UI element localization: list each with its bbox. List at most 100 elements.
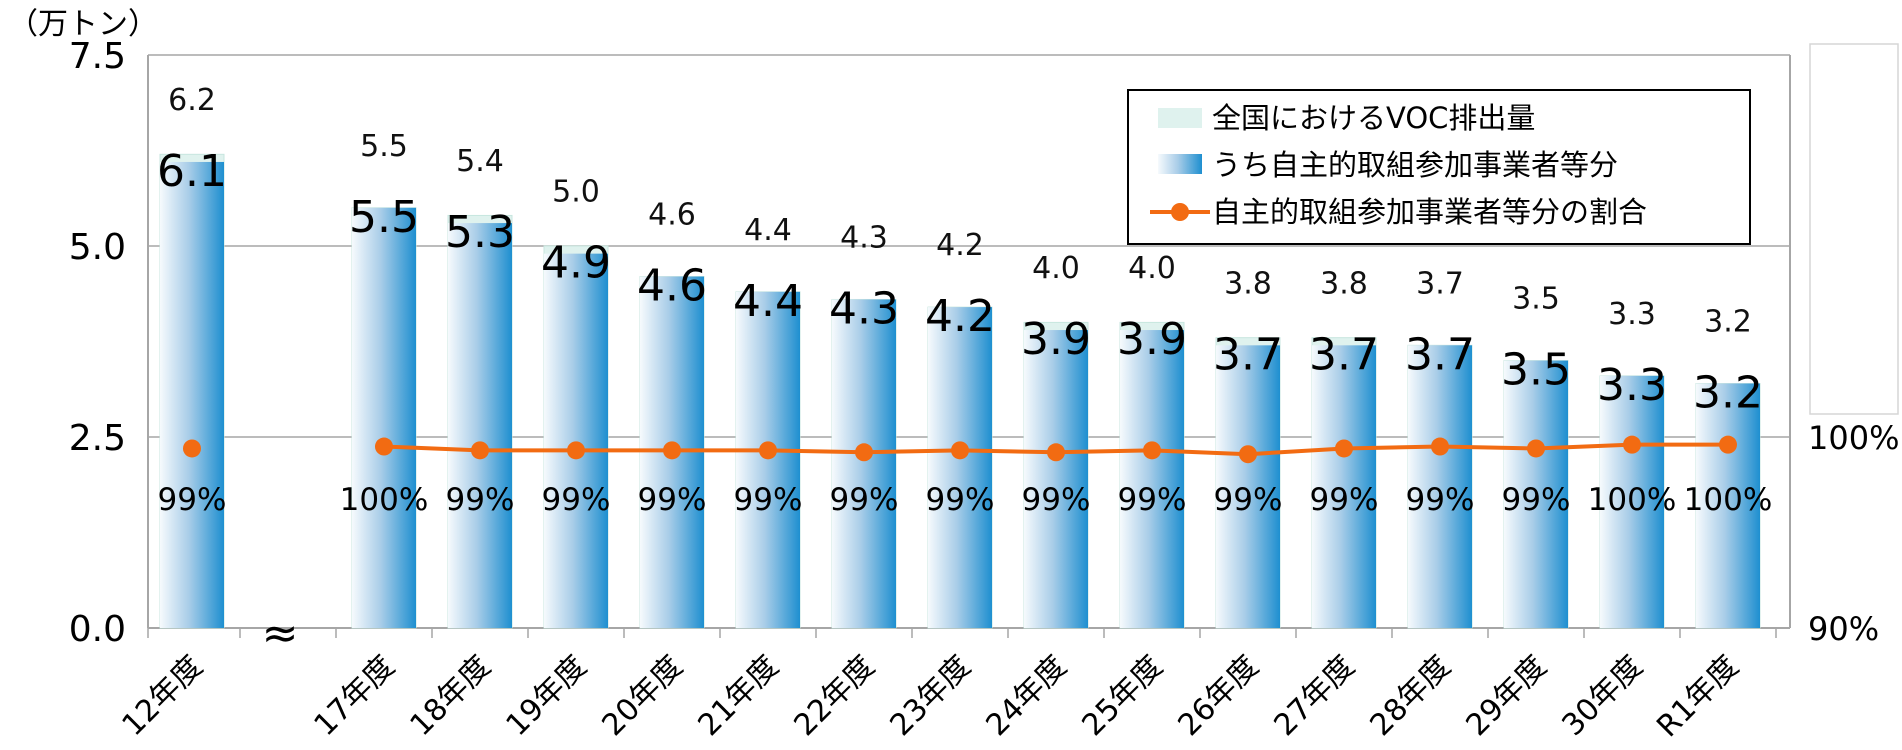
y2-tick-label: 90% (1808, 610, 1879, 648)
participant-bar (1312, 345, 1376, 628)
legend-swatch-total (1158, 108, 1202, 128)
participant-value-label: 3.7 (1405, 329, 1475, 380)
ratio-value-label: 99% (1502, 482, 1571, 518)
chart-area-edge (1809, 43, 1899, 415)
total-value-label: 4.0 (1128, 251, 1176, 286)
x-tick-label: 26年度 (1171, 649, 1265, 743)
total-value-label: 4.3 (840, 220, 888, 255)
data-labels: 6.2 6.1 99% 5.5 5.5 100% 5.4 5.3 99% 5.0 4.9 99% 4.6… (157, 83, 1772, 518)
participant-bar (832, 299, 896, 628)
x-tick-label: 20年度 (595, 649, 689, 743)
ratio-point (1623, 435, 1641, 454)
participant-value-label: 4.3 (829, 283, 899, 334)
ratio-value-label: 100% (340, 482, 429, 518)
ratio-value-label: 99% (1406, 482, 1475, 518)
y2-tick-label: 100% (1808, 419, 1899, 457)
legend-swatch-ratio-dot (1171, 203, 1189, 221)
participant-bar (1696, 383, 1760, 628)
ratio-point (471, 441, 489, 460)
total-value-label: 3.8 (1224, 266, 1272, 301)
total-value-label: 6.2 (168, 83, 216, 118)
total-value-label: 4.2 (936, 228, 984, 263)
participant-bar (928, 307, 992, 628)
ratio-value-label: 99% (926, 482, 995, 518)
total-value-label: 3.5 (1512, 282, 1560, 317)
total-value-label: 3.2 (1704, 305, 1752, 340)
participant-value-label: 3.2 (1693, 368, 1763, 419)
x-tick-label: 21年度 (691, 649, 785, 743)
ratio-value-label: 99% (1022, 482, 1091, 518)
ratio-value-label: 100% (1684, 482, 1773, 518)
x-tick-label: 22年度 (787, 649, 881, 743)
participant-value-label: 4.2 (925, 291, 995, 342)
participant-bar (1408, 345, 1472, 628)
participant-value-label: 4.9 (541, 238, 611, 289)
ratio-point (663, 441, 681, 460)
ratio-point (855, 443, 873, 462)
participant-bar (352, 207, 416, 629)
ratio-point (1239, 445, 1257, 464)
y-tick-label: 2.5 (69, 418, 126, 459)
participant-value-label: 4.6 (637, 261, 707, 312)
ratio-value-label: 99% (1118, 482, 1187, 518)
ratio-point (1335, 439, 1353, 458)
x-tick-label: 29年度 (1459, 649, 1553, 743)
y-tick-label: 5.0 (69, 227, 126, 268)
ratio-line-series (183, 435, 1737, 464)
x-tick-label: 24年度 (979, 649, 1073, 743)
participant-value-label: 3.5 (1501, 345, 1571, 396)
total-value-label: 5.0 (552, 175, 600, 210)
participant-bar (160, 161, 224, 628)
x-tick-label: 19年度 (499, 649, 593, 743)
total-value-label: 5.4 (456, 144, 504, 179)
participant-bar (1024, 330, 1088, 628)
participant-bar (736, 291, 800, 628)
y-tick-label: 0.0 (69, 609, 126, 650)
legend-label-total: 全国におけるVOC排出量 (1212, 101, 1535, 135)
legend-box (1127, 89, 1751, 245)
x-tick-label: 28年度 (1363, 649, 1457, 743)
ratio-value-label: 99% (830, 482, 899, 518)
total-value-label: 3.8 (1320, 266, 1368, 301)
x-tick-label: 18年度 (403, 649, 497, 743)
ratio-value-label: 99% (1310, 482, 1379, 518)
ratio-value-label: 99% (734, 482, 803, 518)
ratio-value-label: 99% (446, 482, 515, 518)
ratio-point (951, 441, 969, 460)
x-tick-label: 27年度 (1267, 649, 1361, 743)
ratio-point (1527, 439, 1545, 458)
ratio-point (183, 439, 201, 458)
participant-value-label: 4.4 (733, 276, 803, 327)
participant-value-label: 5.5 (349, 192, 419, 243)
participant-value-label: 3.9 (1021, 314, 1091, 365)
axis-break-symbol: ≈ (262, 608, 299, 659)
y-unit-label: （万トン） (8, 7, 158, 42)
legend-label-participant: うち自主的取組参加事業者等分 (1212, 148, 1618, 182)
legend-label-ratio: 自主的取組参加事業者等分の割合 (1212, 195, 1647, 229)
x-tick-label: 23年度 (883, 649, 977, 743)
ratio-value-label: 99% (542, 482, 611, 518)
total-value-label: 4.4 (744, 213, 792, 248)
legend-swatch-participant (1158, 154, 1202, 174)
ratio-value-label: 99% (638, 482, 707, 518)
total-value-label: 3.7 (1416, 266, 1464, 301)
participant-value-label: 3.9 (1117, 314, 1187, 365)
participant-bar (1216, 345, 1280, 628)
ratio-point (567, 441, 585, 460)
bar-series (159, 153, 1761, 629)
ratio-point (759, 441, 777, 460)
ratio-value-label: 99% (1214, 482, 1283, 518)
participant-value-label: 6.1 (157, 146, 227, 197)
x-tick-label: 12年度 (115, 649, 209, 743)
ratio-point (1047, 443, 1065, 462)
participant-bar (1600, 375, 1664, 628)
participant-value-label: 3.7 (1213, 329, 1283, 380)
ratio-point (1431, 437, 1449, 456)
total-value-label: 3.3 (1608, 297, 1656, 332)
participant-value-label: 3.7 (1309, 329, 1379, 380)
x-tick-label: 30年度 (1555, 649, 1649, 743)
x-tick-label: 25年度 (1075, 649, 1169, 743)
x-tick-label: R1年度 (1650, 649, 1745, 744)
participant-value-label: 3.3 (1597, 360, 1667, 411)
